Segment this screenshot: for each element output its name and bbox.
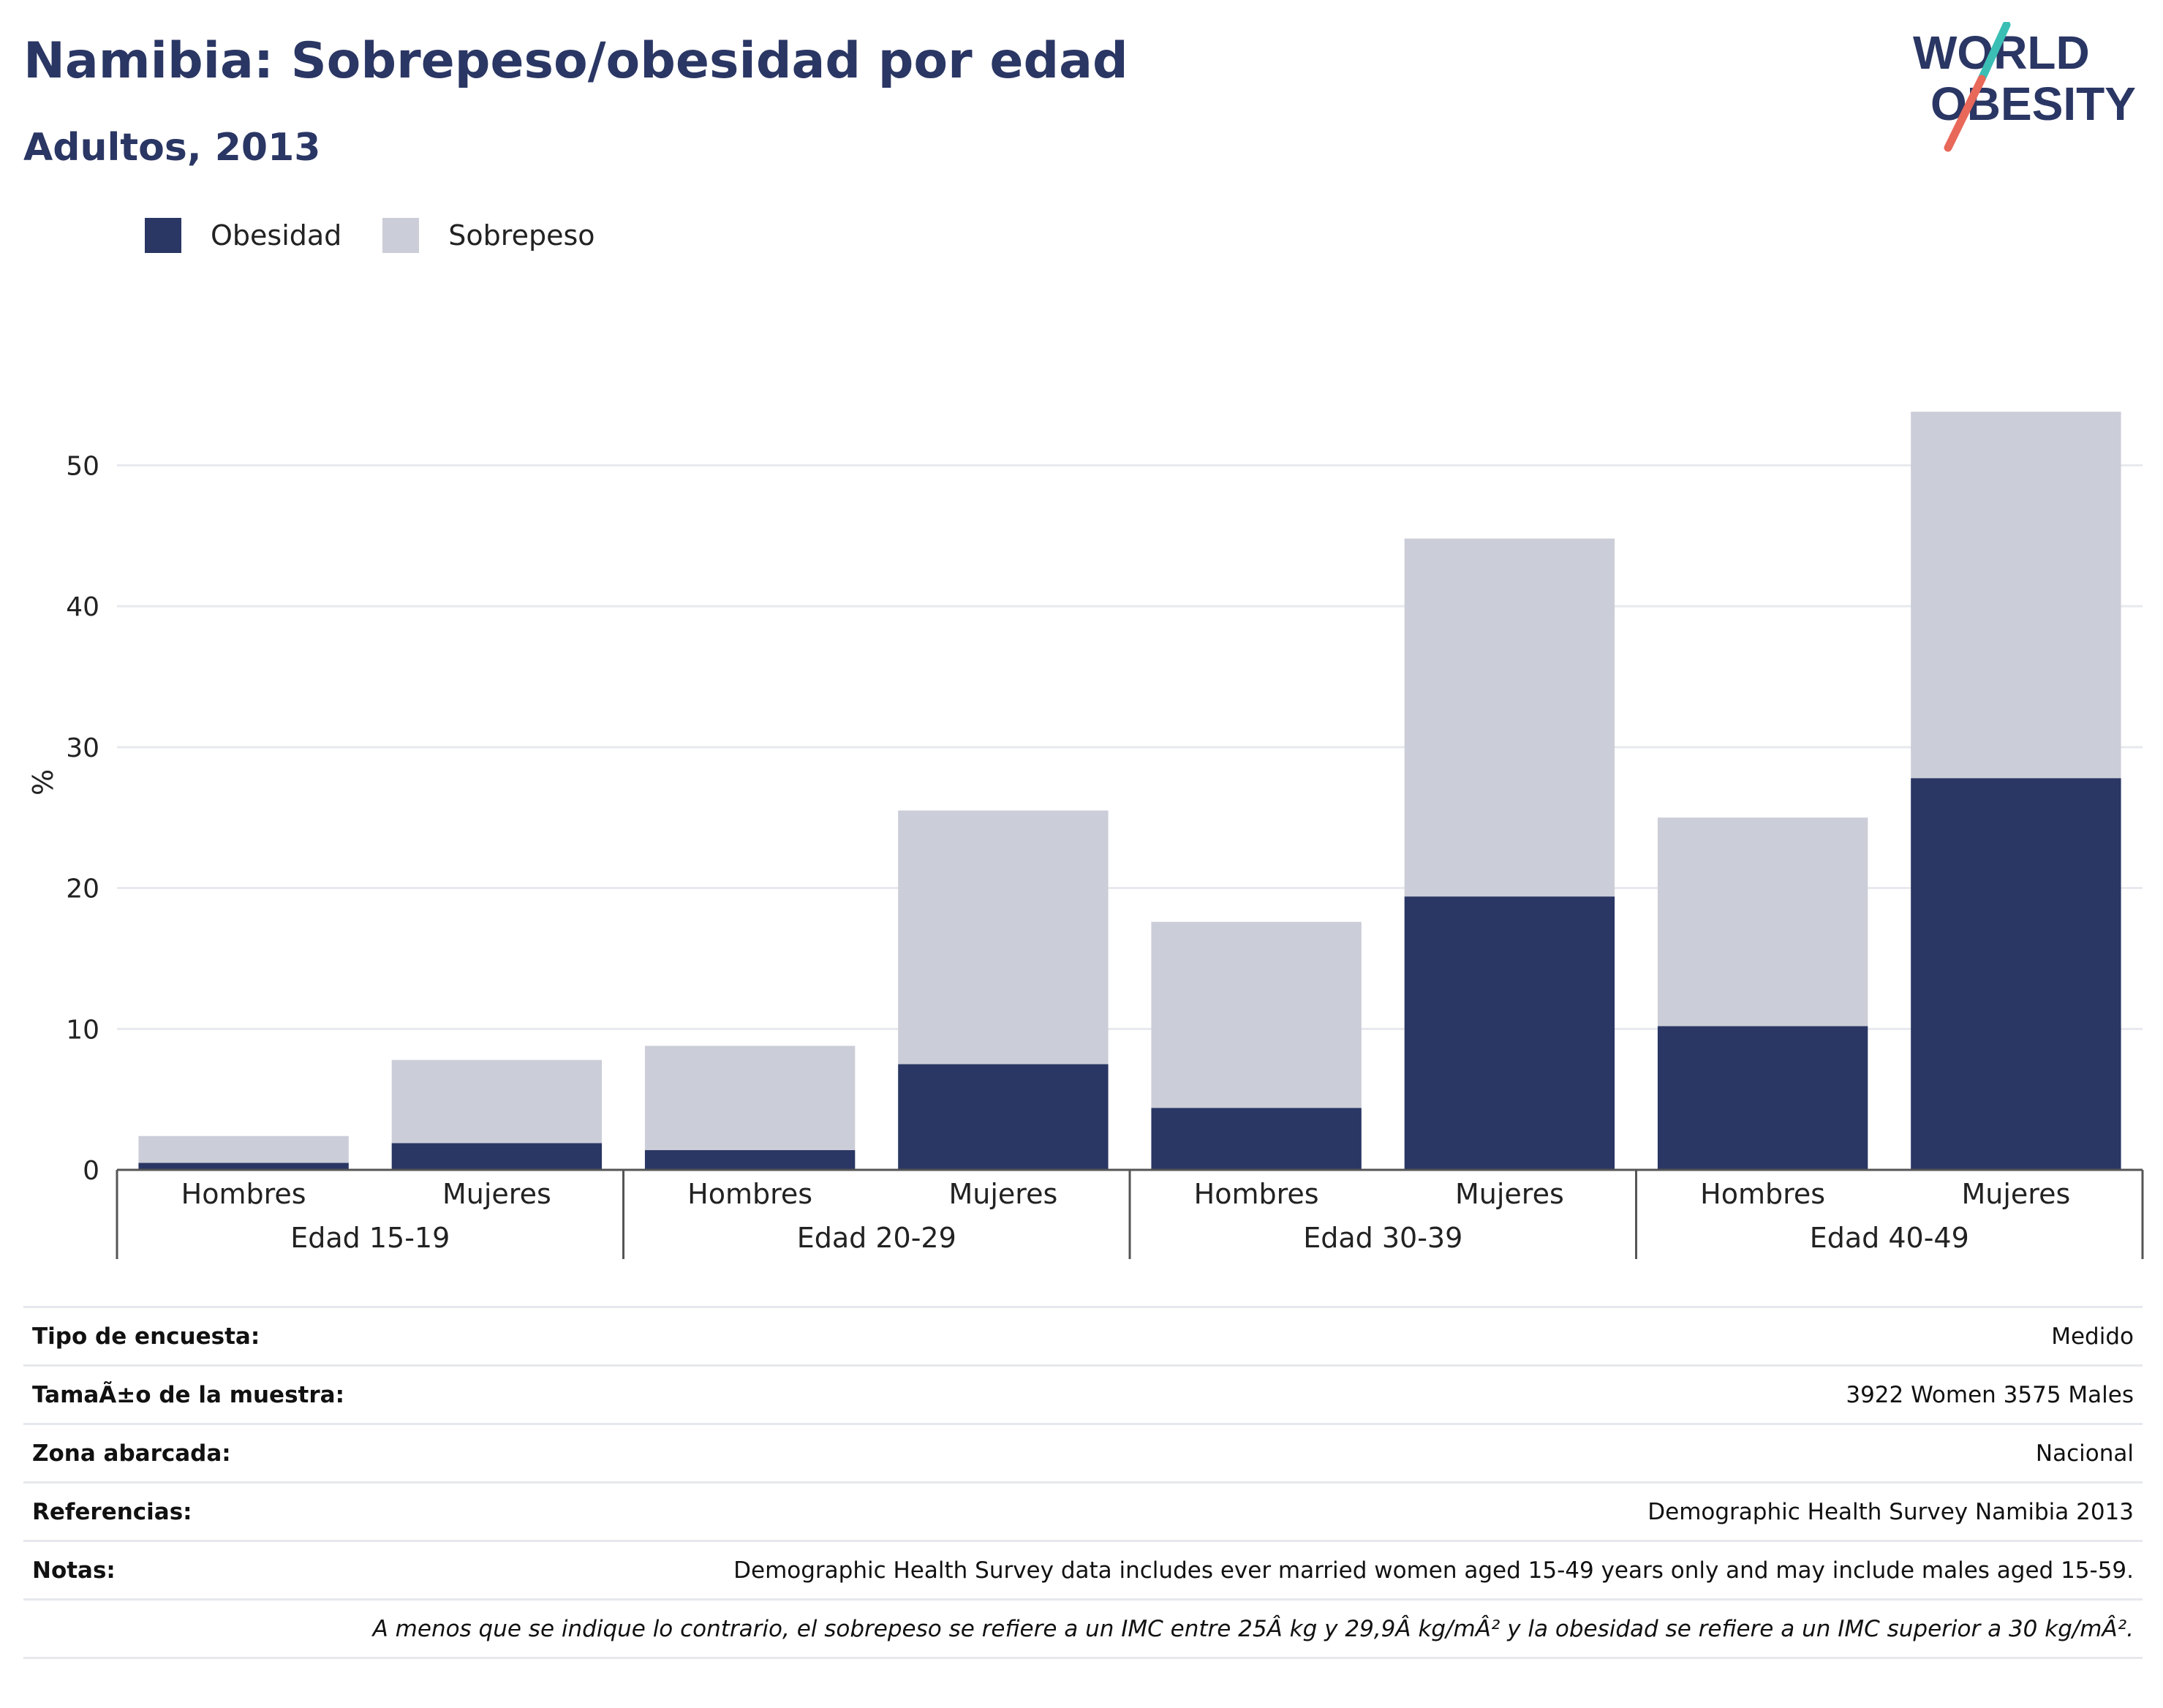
bar-obesidad-7 — [1657, 1026, 1868, 1170]
bar-obesidad-8 — [1911, 778, 2121, 1170]
x-tick-label-5: Hombres — [1194, 1178, 1319, 1210]
x-tick-label-8: Mujeres — [1961, 1178, 2070, 1210]
info-row-area: Zona abarcada: Nacional — [23, 1425, 2143, 1484]
y-tick-label-10: 10 — [66, 1015, 99, 1045]
definition-note: A menos que se indique lo contrario, el … — [372, 1615, 2134, 1642]
bar-sobrepeso-3 — [644, 1046, 856, 1151]
y-tick-label-0: 0 — [83, 1156, 99, 1186]
x-tick-label-1: Hombres — [181, 1178, 306, 1210]
legend-label-obesidad: Obesidad — [211, 219, 342, 252]
bar-obesidad-3 — [644, 1150, 856, 1170]
y-axis-label: % — [27, 769, 59, 796]
logo-slash-teal — [1977, 22, 2011, 83]
group-label-3: Edad 30-39 — [1303, 1222, 1462, 1254]
x-tick-label-6: Mujeres — [1455, 1178, 1564, 1210]
legend-swatch-obesidad — [145, 218, 181, 253]
survey-info-table: Tipo de encuesta: Medido TamaÃ±o de la m… — [23, 1306, 2143, 1659]
chart-title: Namibia: Sobrepeso/obesidad por edad — [23, 32, 1128, 90]
survey-type-value: Medido — [2051, 1323, 2134, 1350]
info-row-definition: A menos que se indique lo contrario, el … — [23, 1601, 2143, 1659]
x-tick-label-2: Mujeres — [442, 1178, 551, 1210]
logo-slash-coral — [1944, 75, 1986, 152]
bar-sobrepeso-4 — [898, 810, 1109, 1065]
bar-sobrepeso-2 — [391, 1059, 603, 1144]
bar-sobrepeso-6 — [1404, 538, 1615, 897]
references-label: Referencias: — [32, 1498, 192, 1525]
bar-obesidad-5 — [1151, 1108, 1362, 1170]
y-tick-label-40: 40 — [66, 592, 99, 622]
bar-sobrepeso-5 — [1151, 921, 1362, 1108]
group-label-4: Edad 40-49 — [1810, 1222, 1969, 1254]
chart-legend: Obesidad Sobrepeso — [145, 218, 636, 253]
world-obesity-logo: WORLD OBESITY — [1913, 22, 2136, 152]
chart-subtitle: Adultos, 2013 — [23, 126, 321, 170]
info-row-notes: Notas: Demographic Health Survey data in… — [23, 1542, 2143, 1601]
bar-obesidad-4 — [898, 1064, 1109, 1170]
y-tick-label-50: 50 — [66, 451, 99, 481]
legend-item-obesidad[interactable]: Obesidad — [145, 218, 341, 253]
info-row-references: Referencias: Demographic Health Survey N… — [23, 1484, 2143, 1542]
info-row-sample-size: TamaÃ±o de la muestra: 3922 Women 3575 M… — [23, 1367, 2143, 1425]
area-label: Zona abarcada: — [32, 1440, 231, 1467]
stacked-bar-chart: 0 10 20 30 40 50% Hombres Mujeres Hombres Mujeres… — [27, 412, 2144, 1259]
notes-value: Demographic Health Survey data includes … — [733, 1557, 2134, 1584]
y-tick-label-20: 20 — [66, 874, 99, 904]
legend-item-sobrepeso[interactable]: Sobrepeso — [382, 218, 595, 253]
bar-obesidad-6 — [1404, 896, 1615, 1170]
group-label-2: Edad 20-29 — [797, 1222, 956, 1254]
bar-sobrepeso-8 — [1911, 412, 2121, 779]
bar-obesidad-2 — [391, 1143, 603, 1170]
area-value: Nacional — [2035, 1440, 2134, 1467]
x-tick-label-3: Hombres — [687, 1178, 812, 1210]
legend-label-sobrepeso: Sobrepeso — [448, 219, 595, 252]
references-value: Demographic Health Survey Namibia 2013 — [1647, 1498, 2134, 1525]
x-tick-label-7: Hombres — [1700, 1178, 1825, 1210]
notes-label: Notas: — [32, 1557, 116, 1584]
group-label-1: Edad 15-19 — [290, 1222, 450, 1254]
bar-sobrepeso-1 — [138, 1135, 349, 1163]
sample-size-label: TamaÃ±o de la muestra: — [32, 1381, 344, 1408]
sample-size-value: 3922 Women 3575 Males — [1846, 1381, 2134, 1408]
info-row-survey-type: Tipo de encuesta: Medido — [23, 1308, 2143, 1367]
survey-type-label: Tipo de encuesta: — [32, 1323, 260, 1350]
bar-sobrepeso-7 — [1657, 817, 1868, 1027]
x-tick-label-4: Mujeres — [948, 1178, 1057, 1210]
legend-swatch-sobrepeso — [382, 218, 420, 253]
bar-obesidad-1 — [138, 1163, 349, 1170]
y-tick-label-30: 30 — [66, 733, 99, 763]
